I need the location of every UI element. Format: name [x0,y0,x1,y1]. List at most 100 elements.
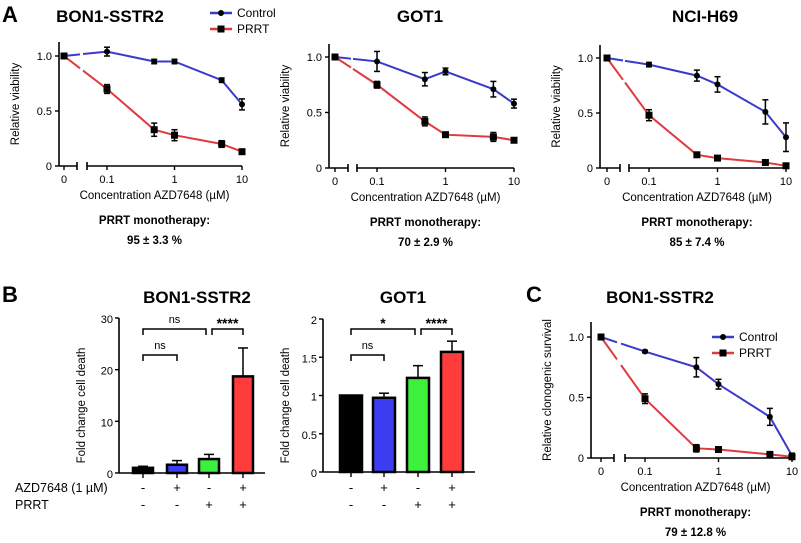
y-tick-label: 2 [311,315,317,327]
x-tick-label: 10 [786,466,798,478]
x-tick-label: 10 [236,174,248,186]
significance-label: ns [362,340,374,352]
series-line-segment [624,59,650,66]
data-point [421,76,428,83]
x-axis-label: Concentration AZD7648 (µM) [621,482,771,494]
x-tick-label: 1 [715,466,721,478]
y-axis-label: Relative viability [280,65,292,148]
y-tick-label: 0.5 [578,108,593,120]
data-point [150,126,158,134]
data-point [715,381,722,388]
monotherapy-value: 95 ± 3.3 % [127,235,182,247]
monotherapy-value: 85 ± 7.4 % [670,237,725,249]
data-point [171,58,178,65]
x-tick-label: 1 [442,176,448,188]
series-prrt [60,52,246,156]
series-1 [331,53,518,144]
x-axis-label: Concentration AZD7648 (µM) [622,192,772,204]
data-point [239,101,245,108]
y-axis-label: Relative clonogenic survival [542,319,554,461]
y-axis-label: Fold change cell death [76,348,88,464]
series-line-segment [82,69,108,90]
chart-title: GOT1 [380,288,426,307]
condition-sign: + [239,497,247,512]
y-tick-label: 20 [101,366,113,378]
data-point [693,72,700,79]
y-tick-label: 0.5 [302,430,317,442]
legend-label: Control [739,330,778,344]
panel-label-b: B [2,282,18,307]
data-point [511,100,517,107]
data-point [103,85,111,93]
condition-sign: + [380,480,388,495]
condition-sign: + [239,480,247,495]
significance-bracket [142,328,207,335]
data-point [510,136,518,144]
significance-bracket [350,328,416,335]
series-0 [332,50,517,109]
legend-marker [218,10,224,16]
monotherapy-title: PRRT monotherapy: [99,215,210,227]
condition-sign: + [205,497,213,512]
monotherapy-value: 79 ± 12.8 % [665,527,726,539]
data-point [104,48,110,55]
chart-title: GOT1 [397,7,443,26]
series-line-segment [82,50,108,56]
data-point [782,162,790,170]
y-tick-label: 1.5 [302,353,317,365]
data-point [693,364,700,371]
x-tick-label: 0.1 [99,174,114,186]
data-point [373,81,381,89]
y-axis-label: Relative viability [551,65,563,148]
data-point [714,154,721,162]
data-point [597,333,605,341]
legend-marker [217,25,225,33]
legend-item-prrt: PRRT [712,346,772,360]
data-point [642,348,648,355]
significance-bracket [420,328,453,335]
data-point [374,58,380,65]
data-point [645,111,653,119]
x-tick-label: 0 [604,176,610,188]
monotherapy-value: 70 ± 2.9 % [398,237,453,249]
condition-sign: + [414,497,422,512]
condition-sign: + [448,480,456,495]
condition-sign: - [175,497,179,512]
series-line-segment [620,364,646,400]
bar [231,375,255,475]
chart-a1: BON1-SSTR2 0 0.5 1.0 0 0.1 1 10 Concentration AZ… [10,6,276,247]
y-tick-label: 0 [316,163,322,175]
monotherapy-title: PRRT monotherapy: [641,217,752,229]
data-point [761,159,769,166]
series-prrt [597,333,796,461]
legend-marker [719,349,727,357]
x-tick-label: 0.1 [369,176,384,188]
x-tick-label: 1 [171,174,177,186]
y-tick-label: 0 [46,161,52,173]
bar [371,396,397,474]
chart-c: BON1-SSTR2 0 0.5 1.0 0 0.1 1 10 Concentration AZ… [542,288,798,539]
legend-label: PRRT [739,346,772,360]
y-tick-label: 1 [311,392,317,404]
data-point [762,108,769,115]
bar [439,350,465,474]
legend-item-prrt: PRRT [210,22,270,36]
x-tick-label: 0 [61,174,67,186]
data-point [218,77,225,84]
data-point [603,54,611,62]
y-tick-label: 1.0 [569,332,584,344]
condition-sign: - [349,480,353,495]
y-tick-label: 0 [107,469,113,481]
y-tick-label: 10 [101,417,113,429]
y-tick-label: 0 [311,468,317,480]
x-tick-label: 0.1 [641,176,656,188]
y-tick-label: 0 [578,453,584,465]
chart-title: NCI-H69 [672,7,738,26]
x-axis-label: Concentration AZD7648 (µM) [80,190,230,202]
condition-sign: - [207,480,211,495]
data-point [714,81,721,88]
y-tick-label: 1.0 [307,52,322,64]
condition-sign: - [141,497,145,512]
significance-bracket [350,354,385,361]
